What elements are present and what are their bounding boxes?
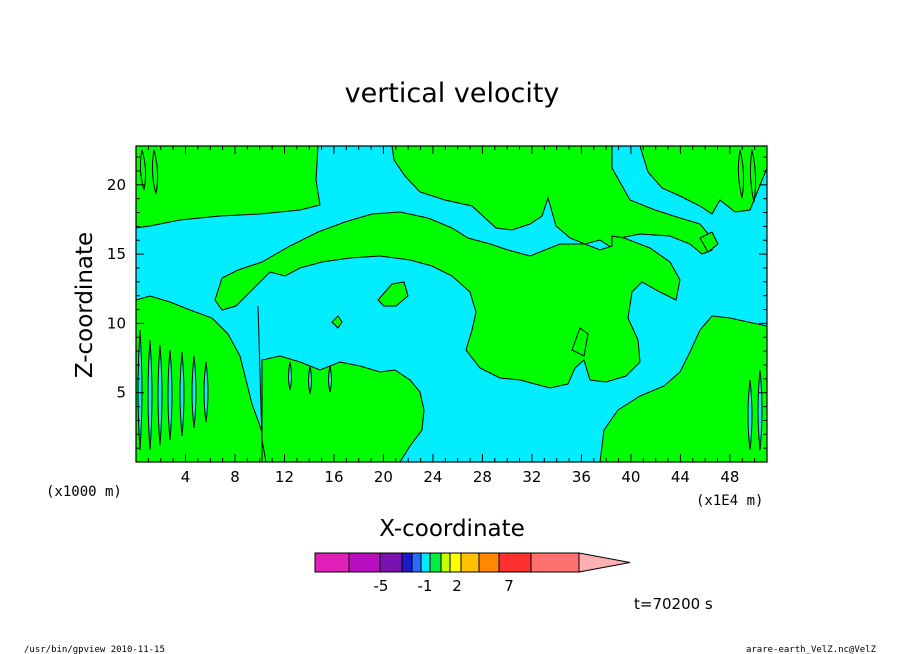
time-annotation: t=70200 s (634, 595, 713, 613)
x-tick-label: 20 (374, 468, 393, 486)
colorbar-tick-labels: -5 -1 2 7 (374, 577, 514, 595)
stripe (147, 339, 153, 451)
stripe (757, 369, 763, 451)
stripe (157, 344, 163, 446)
positive-region (599, 315, 767, 462)
chart-title: vertical velocity (345, 78, 560, 109)
colorbar-arrow (578, 552, 631, 573)
positive-region (331, 315, 343, 329)
x-tick-label: 16 (324, 468, 343, 486)
plot-frame (135, 145, 768, 463)
positive-region (136, 146, 321, 229)
positive-region (377, 281, 409, 307)
colorbar (314, 552, 631, 573)
x-tick-label: 28 (473, 468, 492, 486)
stripe (151, 149, 159, 195)
stripe (747, 379, 753, 451)
x-tick-label: 4 (181, 468, 191, 486)
colorbar-tick-label: 7 (504, 577, 514, 595)
stripe (203, 361, 209, 423)
stripe (179, 351, 185, 437)
colorbar-segment (429, 552, 442, 573)
colorbar-segment (379, 552, 403, 573)
colorbar-segment (401, 552, 413, 573)
positive-region (214, 211, 681, 389)
colorbar-segment (498, 552, 532, 573)
y-tick-label: 10 (107, 314, 126, 332)
x-tick-label: 48 (720, 468, 739, 486)
positive-region (571, 327, 589, 357)
colorbar-tick-label: 2 (452, 577, 462, 595)
stripe (139, 149, 147, 191)
footer-right: arare-earth_VelZ.nc@VelZ (746, 645, 877, 654)
stripe (288, 361, 292, 391)
stripe (191, 355, 197, 429)
colorbar-segment (420, 552, 431, 573)
y-axis-ticks: 5 10 15 20 (107, 156, 767, 449)
colorbar-segment (314, 552, 350, 573)
stripe (257, 305, 267, 462)
colorbar-tick-label: -5 (374, 577, 389, 595)
colorbar-segment (460, 552, 480, 573)
colorbar-segment (530, 552, 580, 573)
colorbar-segment (411, 552, 422, 573)
positive-regions (136, 146, 767, 462)
oscillation-stripes (137, 149, 763, 462)
colorbar-tick-label: -1 (418, 577, 433, 595)
y-unit-label: (x1000 m) (46, 484, 122, 500)
colorbar-segment (348, 552, 381, 573)
x-unit-label: (x1E4 m) (696, 493, 763, 509)
x-tick-label: 32 (522, 468, 541, 486)
x-tick-label: 8 (230, 468, 240, 486)
stripe (137, 329, 143, 451)
x-tick-label: 44 (671, 468, 690, 486)
positive-region (639, 146, 767, 215)
stripe (167, 349, 173, 441)
y-axis-label: Z-coordinate (72, 232, 98, 378)
colorbar-segment (440, 552, 451, 573)
colorbar-segment (449, 552, 462, 573)
y-tick-label: 20 (107, 176, 126, 194)
stripe (328, 365, 332, 393)
positive-region (699, 231, 719, 253)
x-tick-label: 40 (621, 468, 640, 486)
x-tick-label: 24 (423, 468, 442, 486)
y-tick-label: 5 (116, 384, 126, 402)
positive-region (261, 355, 425, 462)
colorbar-segment (478, 552, 500, 573)
x-axis-ticks: 4 8 12 16 20 24 28 32 36 40 44 48 (147, 146, 756, 486)
stripe (308, 365, 312, 395)
stripe (749, 149, 757, 203)
stripe (737, 149, 745, 199)
x-tick-label: 12 (275, 468, 294, 486)
footer-left: /usr/bin/gpview 2010-11-15 (24, 645, 165, 654)
plot-area (136, 146, 767, 462)
positive-region (391, 146, 713, 255)
x-tick-label: 36 (572, 468, 591, 486)
x-axis-label: X-coordinate (379, 516, 525, 542)
y-tick-label: 15 (107, 245, 126, 263)
